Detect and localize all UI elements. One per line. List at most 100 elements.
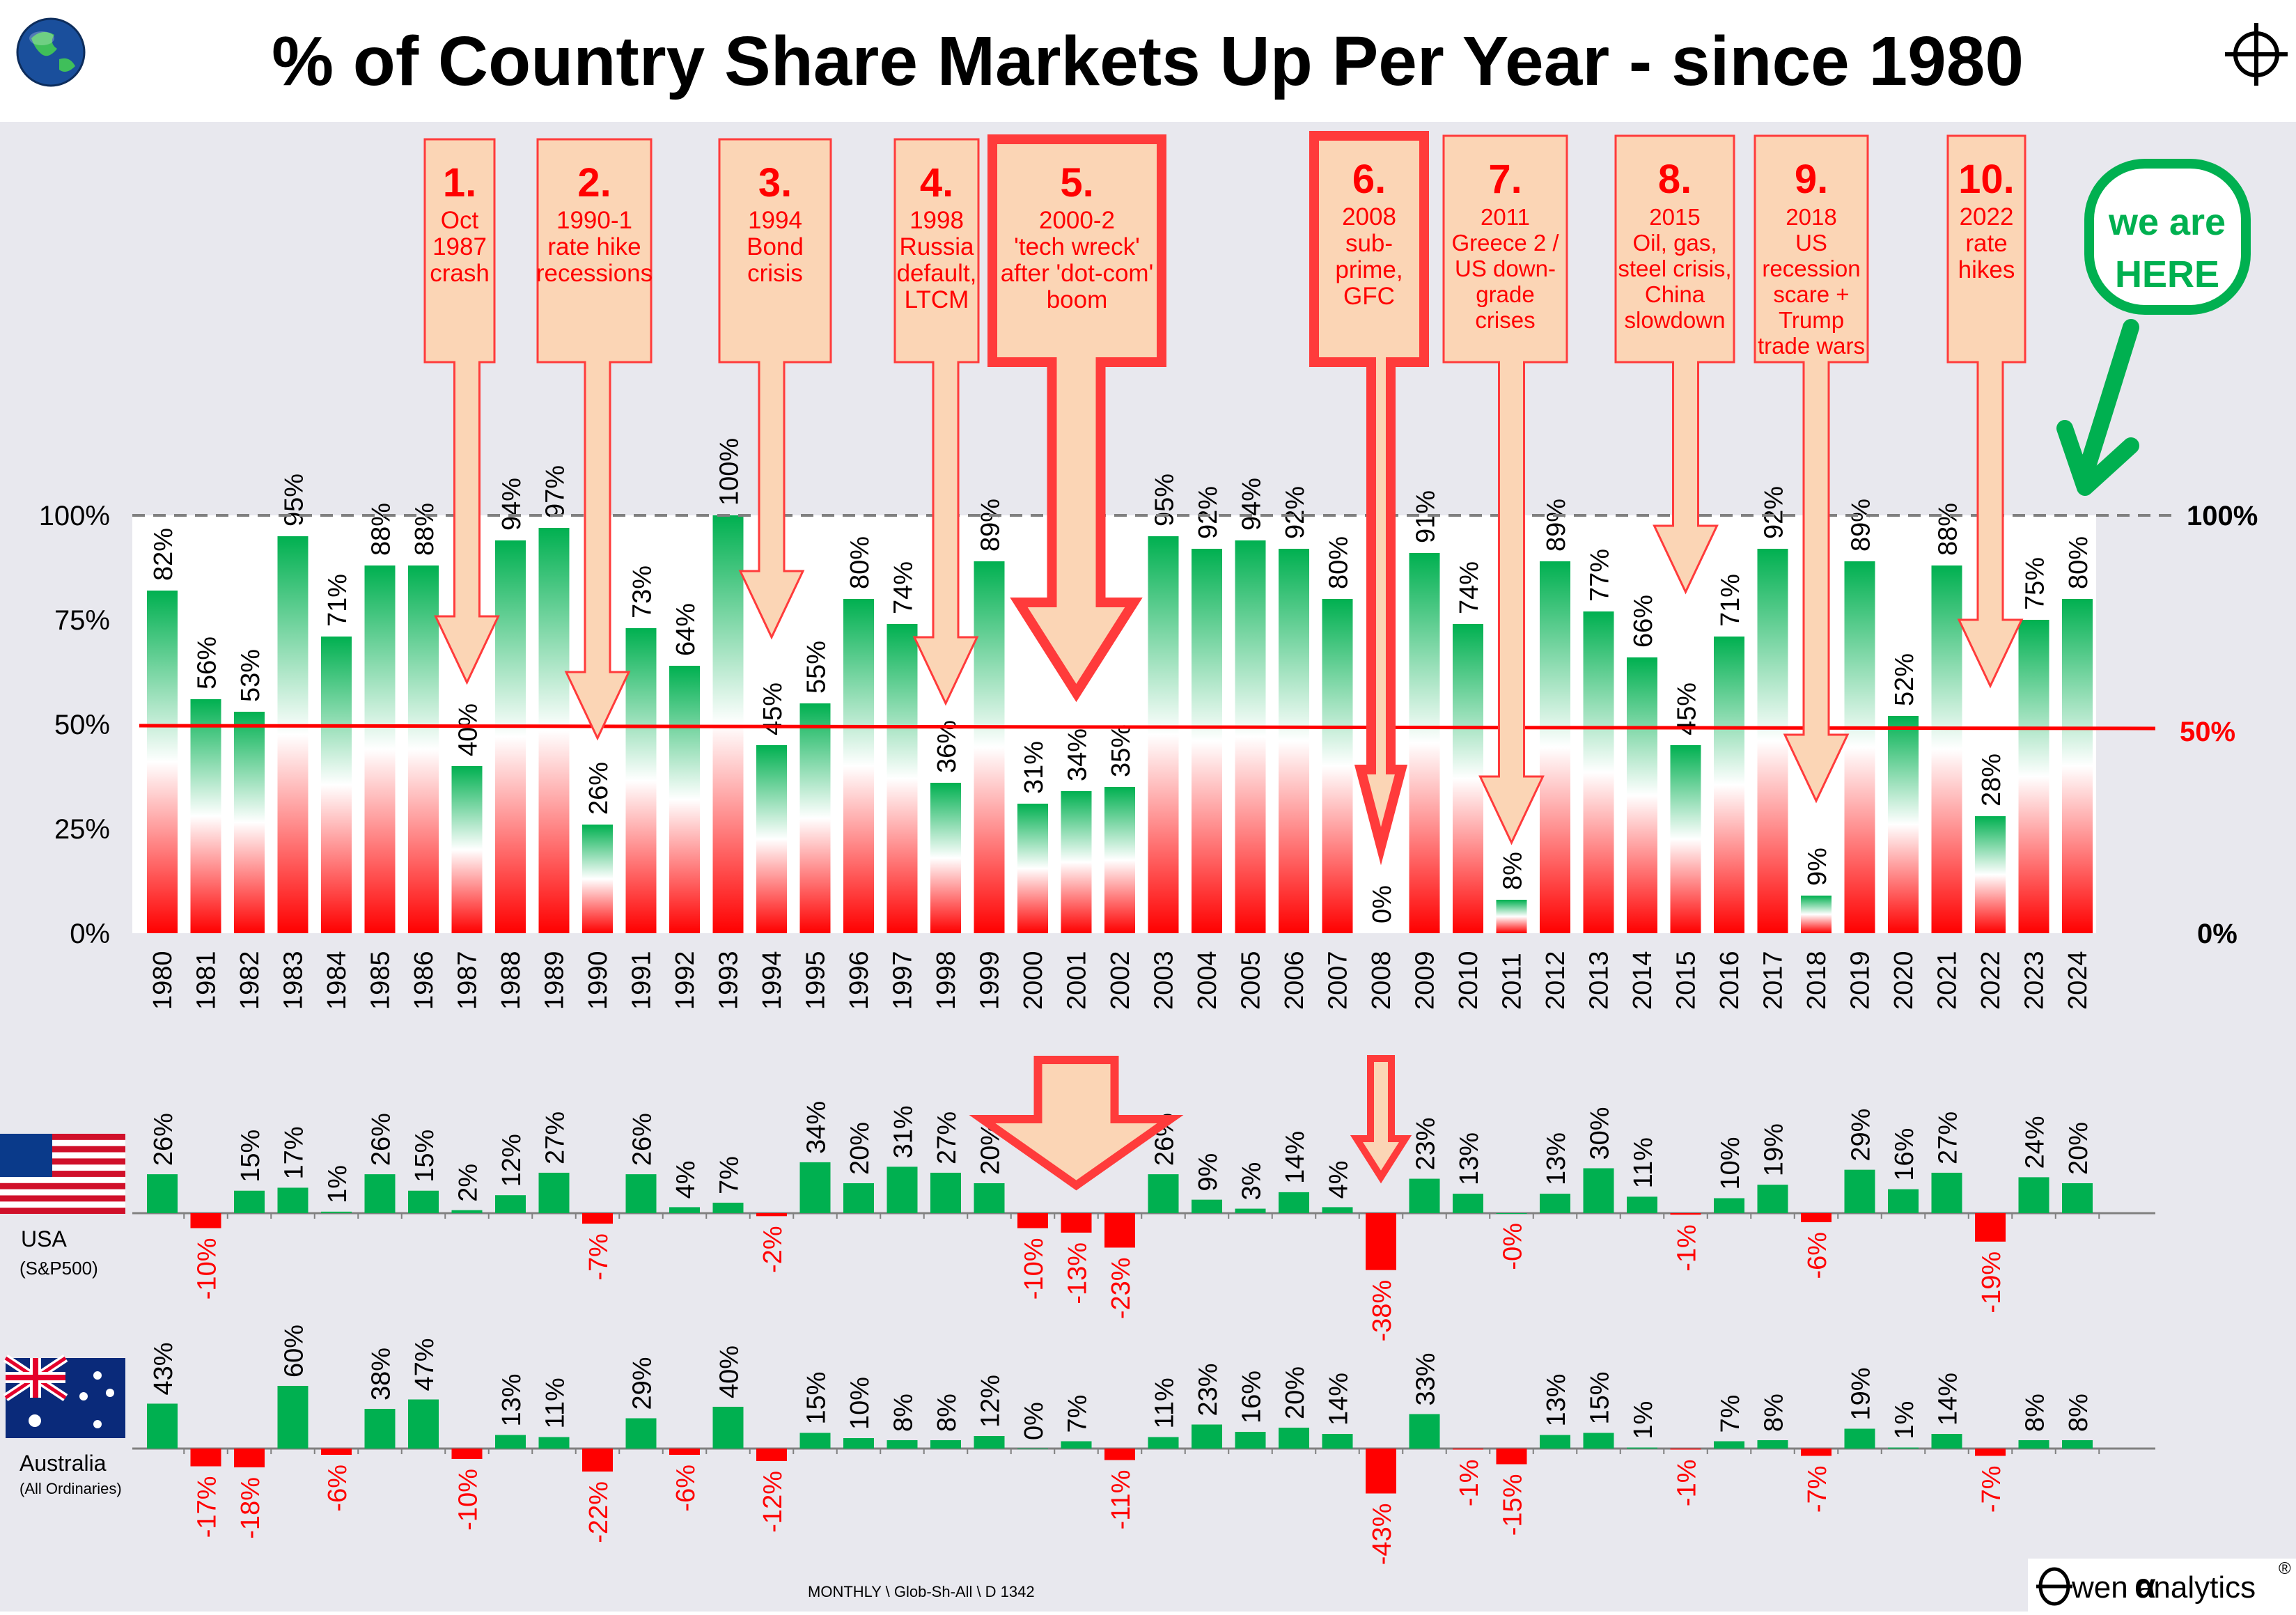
bar-value-label: 92% — [1194, 486, 1223, 539]
callout-number: 7. — [1488, 157, 1522, 202]
bar-value-label: 74% — [1455, 561, 1484, 614]
sub-value-label: 38% — [367, 1348, 396, 1401]
year-label: 1991 — [627, 951, 657, 1010]
here-line1: we are — [2108, 201, 2226, 243]
year-label: 1984 — [322, 951, 352, 1010]
callout-line: scare + — [1773, 281, 1849, 307]
usa-flag — [0, 1134, 125, 1214]
bar-value-label: 77% — [1586, 549, 1615, 602]
callout-arrow — [434, 361, 500, 685]
sub-value-label: -43% — [1368, 1504, 1397, 1566]
callout-joint — [455, 360, 478, 364]
sub-value-label: -7% — [1977, 1466, 2006, 1513]
bar-main — [1453, 624, 1483, 933]
bar-usa — [1670, 1213, 1701, 1215]
sub-value-label: -38% — [1368, 1280, 1397, 1342]
bar-usa — [712, 1202, 744, 1213]
ref-label-0: 0% — [2197, 919, 2238, 949]
bar-main — [887, 624, 918, 933]
bar-main — [1061, 791, 1092, 933]
sub-value-label: -10% — [1020, 1238, 1049, 1300]
bar-value-label: 9% — [1803, 848, 1832, 886]
bar-main — [1844, 561, 1875, 933]
bar-value-label: 0% — [1368, 885, 1397, 923]
year-label: 2005 — [1237, 951, 1266, 1010]
sub-value-label: 8% — [1760, 1394, 1789, 1432]
bar-usa — [495, 1195, 526, 1213]
bar-usa — [843, 1183, 874, 1213]
year-label: 1998 — [932, 951, 961, 1010]
sub-value-label: -0% — [1499, 1223, 1528, 1270]
bar-main — [147, 591, 178, 933]
callout-box — [1946, 134, 2026, 364]
sub-value-label: 12% — [497, 1134, 526, 1187]
bar-main — [799, 703, 831, 933]
year-label: 1994 — [758, 951, 787, 1010]
sub-value-label: 2% — [454, 1164, 483, 1202]
sub-value-label: 20% — [845, 1122, 875, 1175]
sub-value-label: -12% — [758, 1471, 788, 1533]
callout-line: Trump — [1779, 307, 1844, 333]
year-label: 2007 — [1324, 951, 1353, 1010]
usa-label: USA — [21, 1226, 67, 1251]
sub-value-label: 60% — [280, 1325, 309, 1378]
callout-line: LTCM — [905, 286, 969, 313]
bar-value-label: 71% — [323, 574, 352, 627]
sub-value-label: -6% — [671, 1465, 701, 1512]
bar-main — [277, 536, 309, 933]
callout-box — [987, 134, 1166, 367]
sub-value-label: 16% — [1237, 1371, 1267, 1423]
callout-joint — [1978, 360, 2002, 364]
sub-value-label: 9% — [1194, 1153, 1223, 1192]
bar-value-label: 75% — [2021, 557, 2050, 610]
bar-australia — [756, 1449, 787, 1461]
bar-value-label: 55% — [802, 641, 831, 694]
bar-australia — [495, 1435, 526, 1449]
bar-value-label: 100% — [715, 438, 744, 506]
year-label: 1985 — [366, 951, 396, 1010]
sub-value-label: 14% — [1281, 1131, 1310, 1184]
bar-australia — [1931, 1434, 1962, 1449]
bar-usa — [1801, 1213, 1832, 1222]
bar-main — [1931, 565, 1962, 933]
bar-main — [1670, 745, 1701, 933]
callout-line: US — [1795, 230, 1827, 256]
sub-value-label: 11% — [1150, 1378, 1180, 1428]
bar-value-label: 80% — [2064, 536, 2093, 589]
bar-value-label: 56% — [193, 637, 222, 689]
bar-usa — [1279, 1192, 1309, 1213]
sub-value-label: 0% — [1020, 1402, 1049, 1440]
bar-value-label: 34% — [1063, 728, 1093, 781]
sub-value-label: -17% — [193, 1476, 222, 1538]
callout-line: prime, — [1335, 256, 1403, 283]
sub-value-label: 29% — [1847, 1109, 1876, 1162]
bar-usa — [1322, 1207, 1353, 1213]
bar-main — [582, 825, 613, 933]
sub-value-label: 10% — [845, 1377, 875, 1430]
bar-australia — [1670, 1449, 1701, 1450]
sub-value-label: 26% — [367, 1113, 396, 1166]
bar-usa — [756, 1213, 787, 1217]
bar-main — [1757, 549, 1788, 933]
bar-value-label: 8% — [1499, 852, 1528, 890]
sub-value-label: 20% — [1281, 1366, 1310, 1419]
bar-australia — [1844, 1428, 1875, 1449]
callout-number: 10. — [1958, 157, 2015, 202]
callout-line: recession — [1762, 256, 1860, 281]
bar-main — [1714, 637, 1744, 933]
bar-australia — [2062, 1440, 2093, 1449]
logo-alpha: α — [2134, 1566, 2156, 1605]
year-label: 2004 — [1193, 951, 1222, 1010]
bar-australia — [1888, 1447, 1919, 1449]
sub-value-label: -18% — [236, 1477, 265, 1539]
bar-australia — [1104, 1449, 1135, 1460]
bar-value-label: 89% — [1542, 499, 1571, 552]
year-label: 1996 — [845, 951, 874, 1010]
callout-number: 2. — [577, 160, 611, 205]
bar-value-label: 88% — [1934, 503, 1963, 556]
bar-usa — [1583, 1168, 1614, 1213]
sub-value-label: 1% — [1629, 1401, 1658, 1440]
callout-number: 5. — [1060, 160, 1093, 205]
